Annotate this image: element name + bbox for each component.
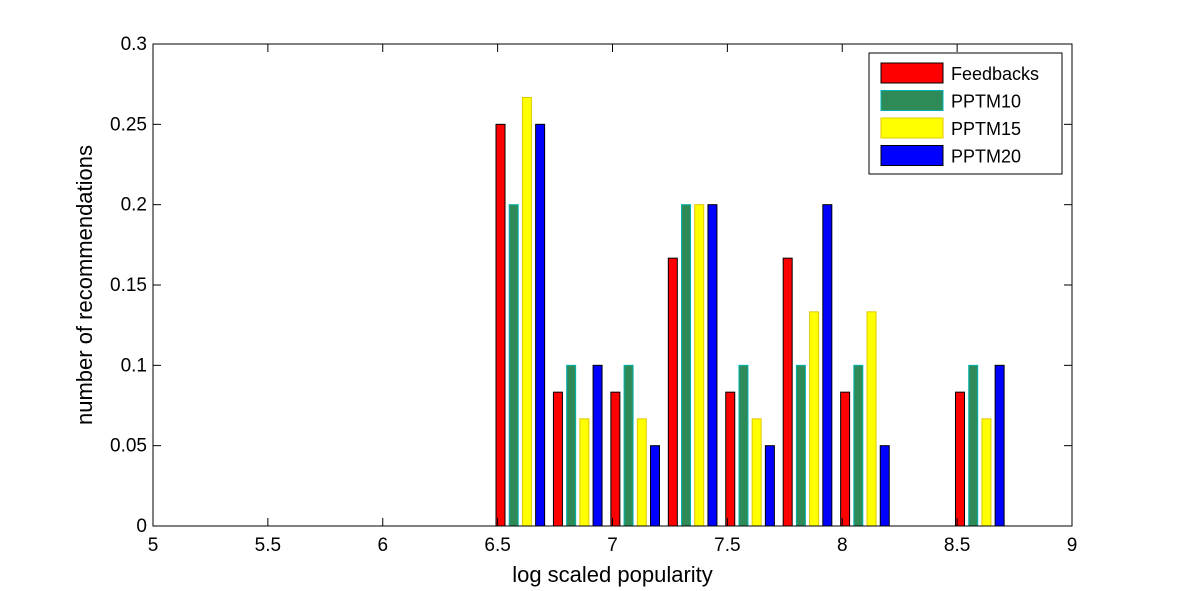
y-tick-label: 0.1	[121, 355, 147, 376]
bar-pptm15-14	[981, 418, 992, 527]
bar-pptm10-10	[738, 364, 749, 527]
bar-pptm10-12	[853, 364, 864, 527]
bar-pptm10-11	[795, 364, 806, 527]
bar-pptm15-11	[809, 311, 820, 527]
x-tick-label: 7.5	[714, 535, 740, 556]
y-axis-ticks: 0 0.05 0.1 0.15 0.2 0.25 0.3	[110, 34, 1072, 537]
x-tick-label: 5.5	[255, 535, 281, 556]
x-tick-label: 8	[837, 535, 848, 556]
x-tick-label: 6.5	[484, 535, 510, 556]
legend-label-pptm10: PPTM10	[951, 92, 1021, 112]
bars-layer	[495, 97, 1005, 527]
bar-pptm15-7	[579, 418, 590, 527]
bar-pptm20-8	[650, 445, 660, 527]
y-tick-label: 0.3	[121, 34, 147, 55]
bar-pptm15-12	[866, 311, 877, 527]
bar-feedbacks-10	[725, 391, 736, 527]
x-tick-label: 5	[148, 535, 159, 556]
y-axis-title: number of recommendations	[72, 145, 97, 425]
bar-feedbacks-8	[610, 391, 621, 527]
y-tick-label: 0.15	[110, 275, 147, 296]
bar-pptm20-14	[994, 364, 1005, 527]
bar-pptm20-12	[879, 445, 890, 527]
y-tick-label: 0	[136, 516, 147, 537]
legend-swatch-pptm20	[880, 145, 944, 166]
legend-label-feedbacks: Feedbacks	[951, 64, 1039, 84]
x-axis-title: log scaled popularity	[512, 562, 713, 587]
bar-pptm20-10	[764, 445, 775, 527]
y-tick-label: 0.05	[110, 436, 147, 457]
bar-feedbacks-9	[667, 257, 678, 527]
legend-label-pptm20: PPTM20	[951, 147, 1021, 167]
x-tick-label: 6	[377, 535, 388, 556]
bar-pptm20-11	[822, 204, 833, 527]
bar-pptm10-14	[968, 364, 979, 527]
bar-pptm10-7	[566, 364, 577, 527]
legend-swatch-pptm10	[880, 90, 944, 111]
bar-pptm10-6	[508, 204, 519, 527]
x-tick-label: 9	[1067, 535, 1078, 556]
bar-pptm15-10	[751, 418, 762, 527]
legend-swatch-pptm15	[880, 117, 944, 139]
bar-pptm10-9	[681, 204, 692, 527]
legend-label-pptm15: PPTM15	[951, 119, 1021, 139]
legend-swatch-feedbacks	[880, 62, 944, 84]
y-tick-label: 0.25	[110, 114, 147, 135]
bar-feedbacks-12	[840, 391, 851, 527]
bar-feedbacks-11	[782, 257, 793, 527]
legend: Feedbacks PPTM10 PPTM15 PPTM20	[868, 52, 1063, 175]
bar-pptm10-8	[623, 364, 634, 527]
x-tick-label: 7	[607, 535, 618, 556]
x-axis-ticks: 5 5.5 6 6.5 7 7.5 8 8.5 9	[148, 44, 1078, 556]
bar-pptm15-6	[521, 97, 532, 527]
x-tick-label: 8.5	[944, 535, 970, 556]
bar-feedbacks-14	[955, 391, 965, 527]
bar-pptm20-6	[535, 123, 546, 527]
bar-pptm15-8	[636, 418, 647, 527]
bar-pptm20-7	[592, 364, 603, 527]
bar-pptm15-9	[694, 204, 705, 527]
bar-pptm20-9	[707, 204, 718, 527]
bar-feedbacks-6	[495, 123, 506, 527]
y-tick-label: 0.2	[121, 195, 147, 216]
bar-feedbacks-7	[552, 391, 563, 527]
